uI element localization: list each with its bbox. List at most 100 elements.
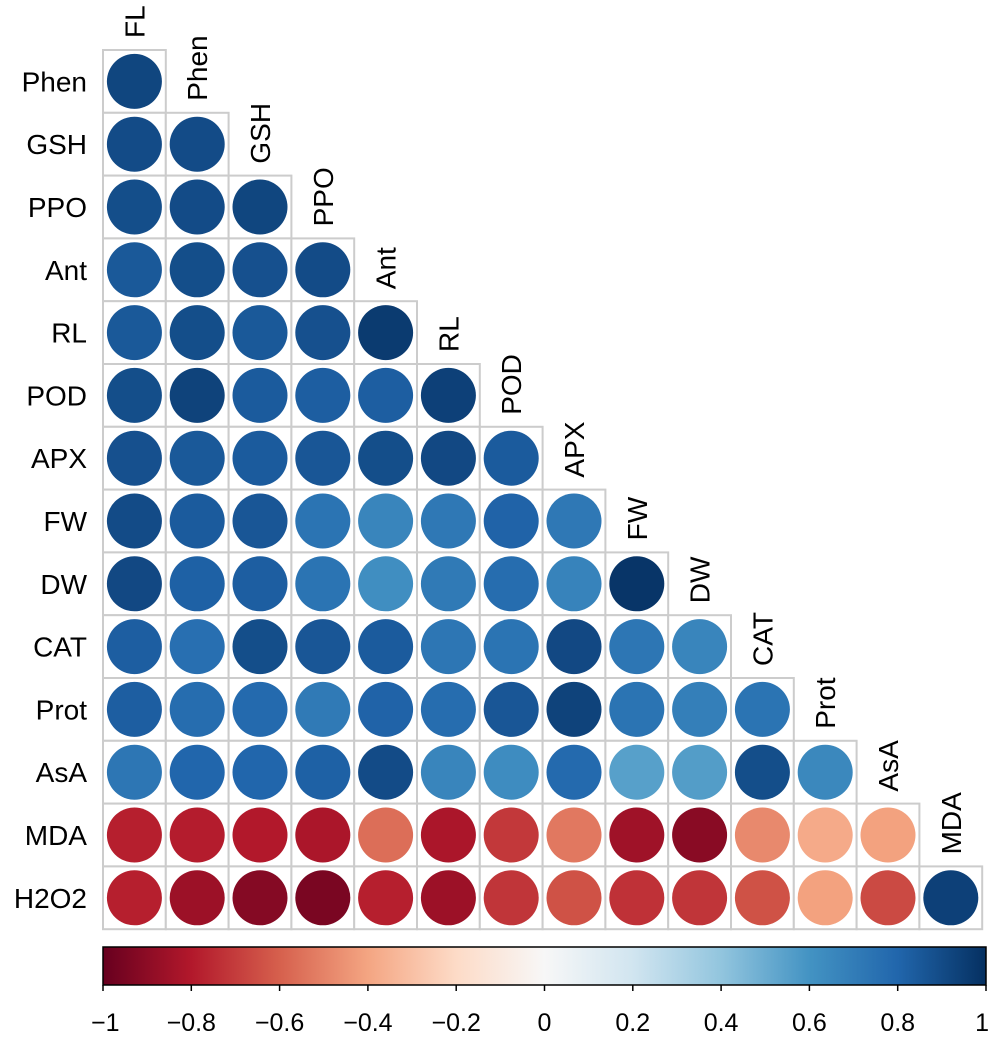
- correlation-circle-APX-Phen: [169, 430, 225, 486]
- row-label: Phen: [22, 66, 87, 97]
- correlation-circle-Ant-Phen: [169, 242, 225, 298]
- correlation-circle-Prot-FW: [609, 681, 665, 737]
- correlation-circle-MDA-Phen: [169, 807, 225, 863]
- correlation-circle-H2O2-MDA: [923, 870, 979, 926]
- correlation-circle-CAT-Ant: [358, 619, 414, 675]
- correlation-circle-Prot-FL: [106, 681, 162, 737]
- correlation-circle-Prot-PPO: [295, 681, 351, 737]
- correlation-circle-POD-Ant: [358, 367, 414, 423]
- correlation-circle-MDA-PPO: [295, 807, 351, 863]
- correlation-circle-RL-Phen: [169, 305, 225, 361]
- column-label: FW: [622, 496, 653, 540]
- column-label: PPO: [308, 167, 339, 226]
- column-label: FL: [119, 5, 150, 38]
- correlation-circle-AsA-Prot: [797, 744, 853, 800]
- correlation-circle-AsA-RL: [420, 744, 476, 800]
- correlation-circle-MDA-GSH: [232, 807, 288, 863]
- column-label: Phen: [182, 35, 213, 100]
- correlation-circle-DW-RL: [420, 556, 476, 612]
- row-label: AsA: [36, 757, 88, 788]
- correlation-circle-H2O2-Phen: [169, 870, 225, 926]
- correlation-circle-DW-POD: [483, 556, 539, 612]
- correlation-circle-CAT-Phen: [169, 619, 225, 675]
- colorbar-tick-label: 0.8: [880, 1009, 915, 1037]
- column-labels: FL Phen GSH PPO Ant RL POD APX FW DW CAT Prot AsA MDA: [119, 5, 966, 854]
- row-label: Prot: [36, 694, 88, 725]
- correlation-circle-FW-GSH: [232, 493, 288, 549]
- correlation-circle-Prot-APX: [546, 681, 602, 737]
- correlation-circle-H2O2-RL: [420, 870, 476, 926]
- column-label: POD: [496, 354, 527, 415]
- correlation-circle-PPO-GSH: [232, 179, 288, 235]
- correlation-circle-AsA-PPO: [295, 744, 351, 800]
- correlation-circle-AsA-FL: [106, 744, 162, 800]
- row-label: APX: [31, 443, 87, 474]
- correlation-circle-GSH-Phen: [169, 116, 225, 172]
- correlation-circle-H2O2-Prot: [797, 870, 853, 926]
- correlation-circle-MDA-CAT: [734, 807, 790, 863]
- colorbar-tick-label: 0.2: [615, 1009, 650, 1037]
- correlation-circle-FW-POD: [483, 493, 539, 549]
- correlation-circle-MDA-AsA: [860, 807, 916, 863]
- correlation-circle-Ant-PPO: [295, 242, 351, 298]
- correlation-circle-FW-RL: [420, 493, 476, 549]
- correlation-circle-H2O2-PPO: [295, 870, 351, 926]
- row-label: DW: [40, 569, 87, 600]
- correlation-circle-H2O2-AsA: [860, 870, 916, 926]
- correlation-circle-CAT-GSH: [232, 619, 288, 675]
- correlation-circle-POD-PPO: [295, 367, 351, 423]
- correlation-circle-Prot-Phen: [169, 681, 225, 737]
- correlation-circle-Prot-Ant: [358, 681, 414, 737]
- correlation-circle-GSH-FL: [106, 116, 162, 172]
- correlation-circle-H2O2-FW: [609, 870, 665, 926]
- correlation-circle-Prot-DW: [672, 681, 728, 737]
- colorbar-tick-label: −0.8: [167, 1009, 216, 1037]
- row-label: H2O2: [14, 883, 87, 914]
- correlation-circle-PPO-FL: [106, 179, 162, 235]
- correlation-circle-APX-FL: [106, 430, 162, 486]
- correlation-circle-H2O2-DW: [672, 870, 728, 926]
- correlation-circle-Ant-GSH: [232, 242, 288, 298]
- correlation-circle-DW-Phen: [169, 556, 225, 612]
- correlation-circle-FW-PPO: [295, 493, 351, 549]
- correlation-circle-RL-Ant: [358, 305, 414, 361]
- correlation-circle-APX-RL: [420, 430, 476, 486]
- colorbar-tick-label: −0.2: [432, 1009, 481, 1037]
- colorbar-tick-label: 1: [975, 1009, 989, 1037]
- correlation-circle-POD-Phen: [169, 367, 225, 423]
- correlation-circle-H2O2-Ant: [358, 870, 414, 926]
- correlation-circle-APX-POD: [483, 430, 539, 486]
- colorbar-tick-label: 0.6: [792, 1009, 827, 1037]
- colorbar: −1 −0.8 −0.6 −0.4 −0.2 0 0.2 0.4 0.6 0.8 1: [91, 946, 989, 1037]
- correlation-circle-Prot-POD: [483, 681, 539, 737]
- column-label: CAT: [747, 612, 778, 666]
- row-label: RL: [51, 318, 87, 349]
- correlation-circle-DW-Ant: [358, 556, 414, 612]
- correlation-circle-MDA-DW: [672, 807, 728, 863]
- correlation-circle-DW-GSH: [232, 556, 288, 612]
- correlation-circle-DW-PPO: [295, 556, 351, 612]
- column-label: MDA: [936, 792, 967, 855]
- cell-grid: [102, 49, 984, 931]
- correlation-circle-RL-GSH: [232, 305, 288, 361]
- colorbar-tick-label: −0.4: [343, 1009, 392, 1037]
- correlation-circle-MDA-Ant: [358, 807, 414, 863]
- correlation-circle-MDA-RL: [420, 807, 476, 863]
- correlation-circle-Prot-RL: [420, 681, 476, 737]
- correlation-circle-H2O2-APX: [546, 870, 602, 926]
- correlation-circle-AsA-APX: [546, 744, 602, 800]
- column-label: GSH: [245, 103, 276, 164]
- correlation-circle-APX-GSH: [232, 430, 288, 486]
- correlation-circle-CAT-APX: [546, 619, 602, 675]
- colorbar-tick-label: 0.4: [704, 1009, 739, 1037]
- correlation-circle-H2O2-CAT: [734, 870, 790, 926]
- column-label: Prot: [810, 677, 841, 729]
- correlation-circle-POD-GSH: [232, 367, 288, 423]
- correlation-circle-MDA-FW: [609, 807, 665, 863]
- correlation-circle-CAT-PPO: [295, 619, 351, 675]
- correlation-circle-FW-APX: [546, 493, 602, 549]
- correlation-circle-DW-FL: [106, 556, 162, 612]
- column-label: APX: [559, 421, 590, 477]
- colorbar-tick-label: 0: [538, 1009, 552, 1037]
